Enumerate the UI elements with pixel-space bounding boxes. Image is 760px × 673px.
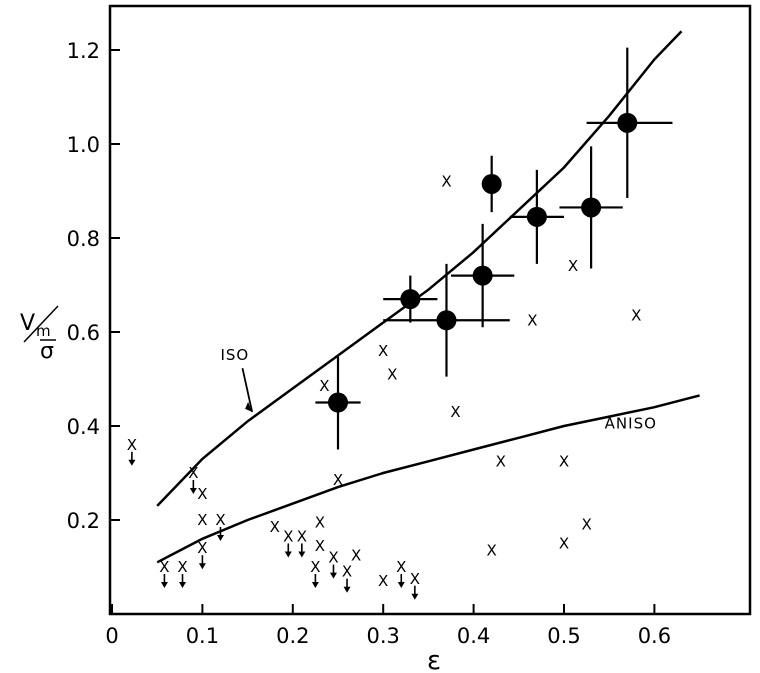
data-point-x-limit: X — [328, 549, 338, 567]
x-tick-label: 0.2 — [276, 624, 309, 648]
y-axis-title-v: V — [20, 311, 35, 336]
y-tick-label: 0.6 — [67, 321, 100, 345]
data-point-filled — [436, 310, 457, 331]
x-tick-label: 0.4 — [457, 624, 490, 648]
data-point-x: X — [559, 535, 569, 553]
upper-limit-arrowhead — [343, 586, 351, 593]
upper-limit-arrowhead — [397, 582, 405, 588]
upper-limit-arrowhead — [298, 551, 306, 558]
iso-curve — [156, 30, 683, 507]
data-point-x-limit: X — [310, 558, 320, 576]
data-point-x: X — [559, 452, 569, 470]
data-point-x-limit: X — [159, 558, 169, 576]
x-tick-label: 0 — [105, 624, 118, 648]
plot-frame — [108, 4, 752, 616]
aniso-label: ANISO — [605, 414, 657, 432]
upper-limit-arrowhead — [179, 582, 187, 588]
data-point-x: X — [333, 471, 343, 489]
data-point-filled — [617, 112, 638, 133]
y-axis-title-slash — [23, 305, 59, 343]
data-point-x: X — [351, 546, 361, 564]
y-axis-title-sigma: σ — [40, 339, 54, 364]
data-point-filled — [526, 206, 547, 227]
upper-limit-arrowhead — [411, 593, 419, 600]
x-axis-title: ε — [427, 646, 441, 673]
upper-limit-arrowhead — [189, 488, 197, 494]
data-point-x-limit: X — [297, 527, 307, 545]
data-point-x-limit: X — [410, 570, 420, 588]
upper-limit-arrowhead — [160, 582, 168, 588]
data-point-x: X — [631, 307, 641, 325]
data-point-x: X — [319, 377, 329, 395]
upper-limit-arrowhead — [311, 582, 319, 588]
data-point-x-limit: X — [188, 464, 198, 482]
axis-ticks: 0 0.1 0.2 0.3 0.4 0.5 0.6 0.2 0.4 0.6 0.8 1.0 1.2 — [67, 39, 672, 648]
data-point-filled — [472, 265, 493, 286]
data-point-x: X — [270, 518, 280, 536]
curve-labels: ISO ANISO — [220, 346, 657, 432]
aniso-curve — [156, 394, 700, 564]
y-axis-title-sub: m — [36, 322, 51, 340]
upper-limit-arrowhead — [128, 459, 136, 466]
upper-limit-arrowhead — [329, 572, 337, 579]
y-axis-title: V m σ — [20, 305, 59, 364]
data-point-x-limit: X — [215, 511, 225, 529]
data-point-x: X — [387, 365, 397, 383]
data-point-x-limit: X — [127, 436, 137, 454]
data-point-x: X — [315, 537, 325, 555]
data-point-x: X — [441, 173, 451, 191]
data-point-x: X — [378, 572, 388, 590]
data-point-x: X — [197, 485, 207, 503]
iso-arrowhead — [245, 401, 253, 412]
data-point-x: X — [315, 513, 325, 531]
data-point-x-limit: X — [283, 527, 293, 545]
data-point-filled — [400, 289, 421, 310]
x-tick-label: 0.3 — [366, 624, 399, 648]
y-tick-label: 1.0 — [67, 133, 100, 157]
data-point-x: X — [581, 516, 591, 534]
y-tick-label: 0.2 — [67, 509, 100, 533]
data-point-x: X — [527, 311, 537, 329]
iso-arrow — [241, 368, 253, 413]
x-tick-label: 0.6 — [638, 624, 671, 648]
upper-limit-arrowhead — [284, 551, 292, 558]
upper-limit-arrowhead — [216, 535, 224, 541]
data-point-x: X — [197, 511, 207, 529]
iso-label: ISO — [220, 346, 249, 364]
y-tick-label: 0.4 — [67, 415, 100, 439]
data-point-filled — [328, 392, 348, 413]
data-point-x: X — [568, 257, 578, 275]
x-tick-label: 0.5 — [547, 624, 580, 648]
data-point-x-limit: X — [396, 558, 406, 576]
data-point-x: X — [496, 452, 506, 470]
model-curves — [156, 30, 700, 564]
data-point-x: X — [378, 342, 388, 360]
data-point-x-limit: X — [177, 558, 187, 576]
x-tick-label: 0.1 — [186, 624, 219, 648]
data-point-x-limit: X — [197, 539, 207, 557]
data-point-filled — [481, 173, 502, 194]
data-point-x: X — [450, 403, 460, 421]
y-tick-label: 0.8 — [67, 227, 100, 251]
upper-limit-arrowhead — [198, 563, 206, 570]
data-point-x: X — [487, 542, 497, 560]
y-tick-label: 1.2 — [67, 39, 100, 63]
data-point-filled — [581, 197, 602, 218]
data-point-x-limit: X — [342, 563, 352, 581]
